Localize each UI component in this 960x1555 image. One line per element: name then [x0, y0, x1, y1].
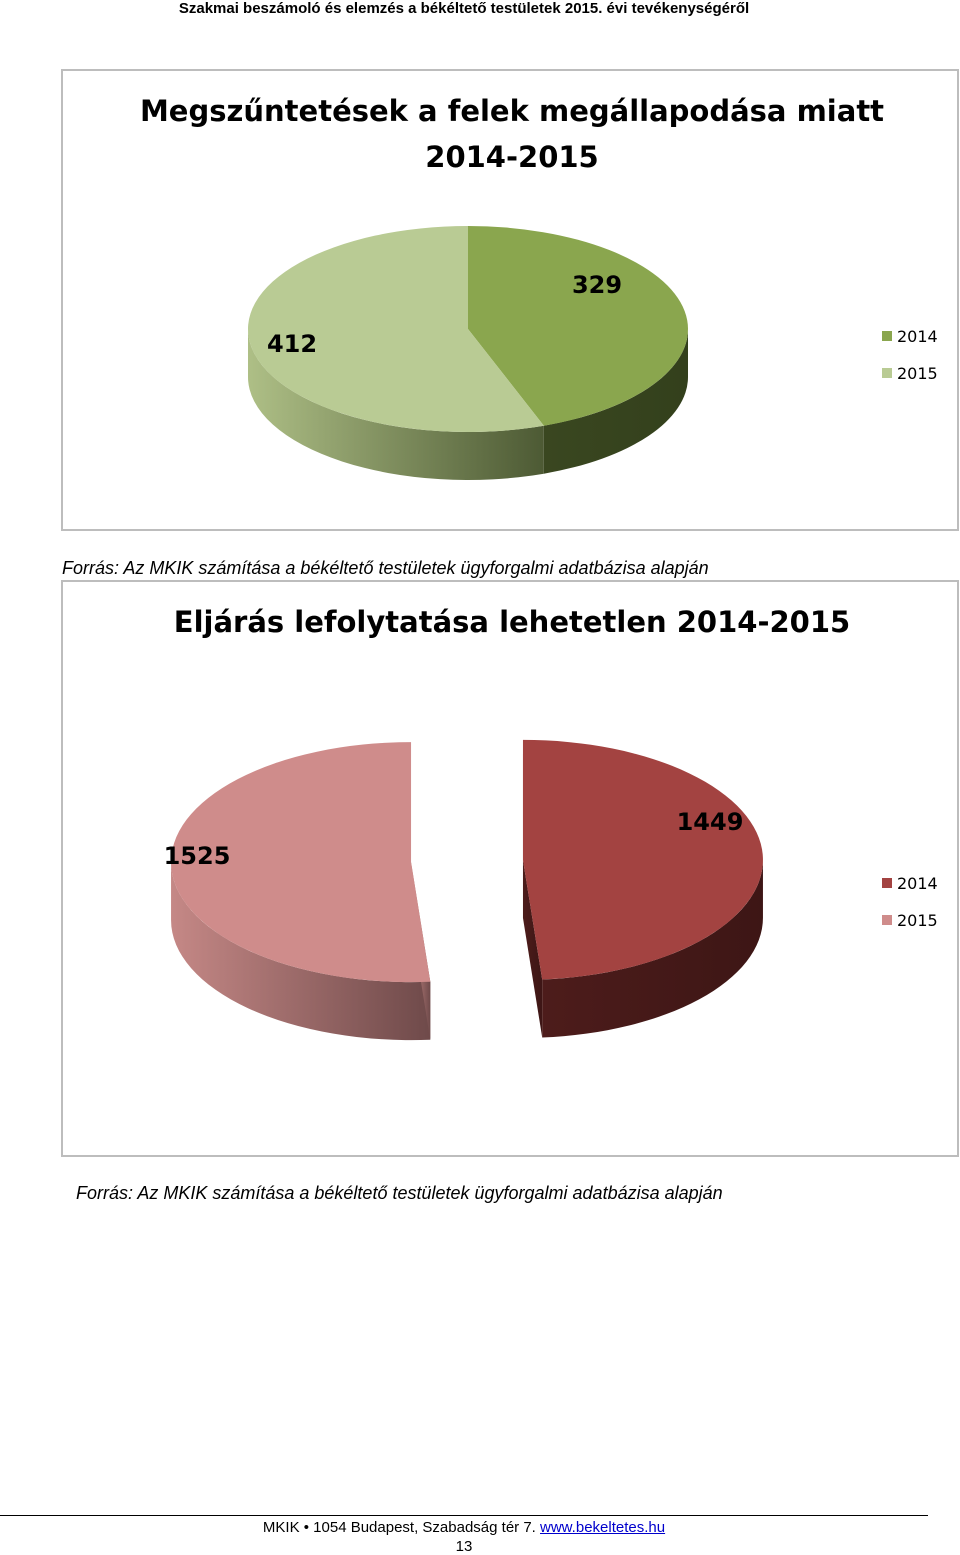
chart2-slice-side-2015 — [171, 862, 431, 1041]
footer-rule — [0, 1515, 928, 1516]
chart2-slice-top-2014 — [522, 739, 763, 980]
chart2-legend-swatch-2014 — [882, 878, 892, 888]
chart1-pie-group — [247, 226, 689, 480]
chart2-data-label-2015: 1525 — [164, 842, 231, 870]
chart1-slice-top-2014 — [468, 226, 689, 426]
pie-chart-agreement-terminations: Megszűntetések a felek megállapodása mia… — [140, 94, 938, 480]
chart2-title: Eljárás lefolytatása lehetetlen 2014-201… — [174, 605, 850, 639]
chart1-title-line1: Megszűntetések a felek megállapodása mia… — [140, 94, 884, 128]
footer-address-line: MKIK • 1054 Budapest, Szabadság tér 7. w… — [0, 1519, 928, 1536]
chart1-source-caption: Forrás: Az MKIK számítása a békéltető te… — [62, 558, 709, 578]
footer-website-link[interactable]: www.bekeltetes.hu — [540, 1519, 666, 1536]
chart1-title-line2: 2014-2015 — [425, 140, 598, 174]
chart1-legend-label-2015: 2015 — [897, 364, 938, 383]
chart2-data-label-2014: 1449 — [677, 808, 744, 836]
chart2-legend-swatch-2015 — [882, 915, 892, 925]
chart2-slice-side-2014 — [542, 859, 763, 1038]
pie-chart-proceedings-impossible: Eljárás lefolytatása lehetetlen 2014-201… — [164, 605, 938, 1041]
page-header: Szakmai beszámoló és elemzés a békéltető… — [178, 0, 750, 17]
chart1-legend-swatch-2015 — [882, 368, 892, 378]
chart2-source-caption: Forrás: Az MKIK számítása a békéltető te… — [76, 1183, 723, 1203]
chart1-slice-side-2015 — [248, 329, 544, 480]
chart-frame-proceedings-impossible: Eljárás lefolytatása lehetetlen 2014-201… — [61, 580, 959, 1157]
chart2-legend-label-2014: 2014 — [897, 874, 938, 893]
footer-address: MKIK • 1054 Budapest, Szabadság tér 7. — [262, 1519, 536, 1536]
chart2-legend-label-2015: 2015 — [897, 911, 938, 930]
chart-frame-agreement-terminations: Megszűntetések a felek megállapodása mia… — [61, 69, 959, 531]
page-number: 13 — [455, 1538, 473, 1555]
chart1-slice-top-2015 — [247, 226, 544, 432]
chart1-data-label-2014: 329 — [572, 271, 622, 299]
chart2-pie-group — [171, 739, 763, 1041]
chart2-slice-cut-2014-1 — [522, 859, 543, 1038]
chart1-legend-swatch-2014 — [882, 331, 892, 341]
chart1-data-label-2015: 412 — [267, 330, 317, 358]
chart1-legend-label-2014: 2014 — [897, 327, 938, 346]
chart1-slice-side-2014 — [543, 329, 688, 474]
chart2-slice-top-2015 — [171, 742, 431, 983]
